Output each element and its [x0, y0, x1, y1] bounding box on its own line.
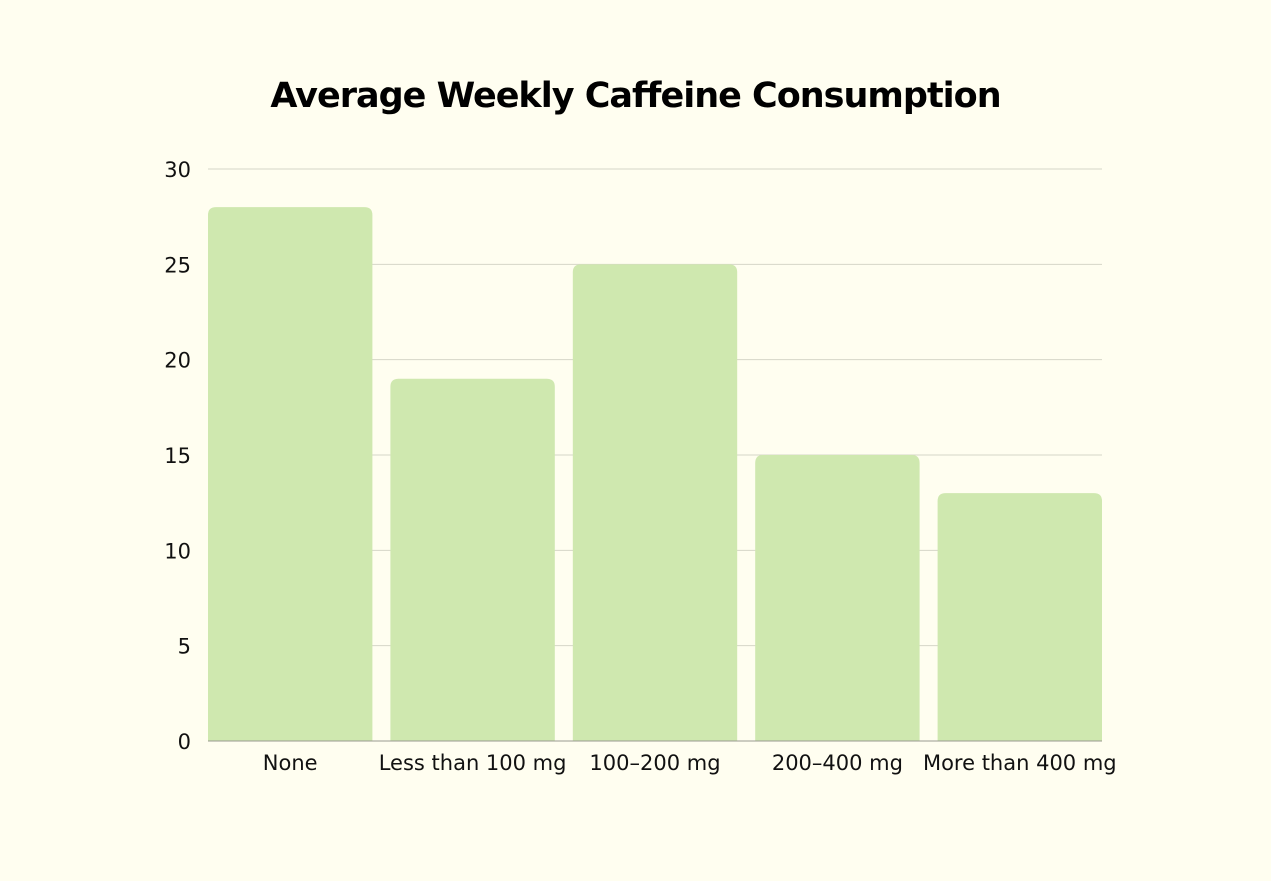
y-tick-label: 10: [164, 539, 191, 563]
y-tick-label: 0: [178, 730, 191, 754]
y-axis-ticks: 0 5 10 15 20 25 30: [164, 158, 191, 754]
chart-title: Average Weekly Caffeine Consumption: [270, 76, 1001, 116]
x-axis-labels: None Less than 100 mg 100–200 mg 200–400 mg…: [263, 751, 1117, 775]
bar-4: [937, 493, 1102, 741]
x-category-label: More than 400 mg: [923, 751, 1117, 775]
x-category-label: 100–200 mg: [589, 751, 720, 775]
bar-2: [572, 264, 738, 741]
x-category-label: Less than 100 mg: [379, 751, 567, 775]
x-category-label: None: [263, 751, 318, 775]
y-tick-label: 25: [164, 253, 191, 277]
x-category-label: 200–400 mg: [772, 751, 903, 775]
y-tick-label: 15: [164, 444, 191, 468]
y-tick-label: 20: [164, 349, 191, 373]
y-tick-label: 30: [164, 158, 191, 182]
bar-0: [208, 207, 373, 742]
bar-3: [755, 455, 920, 741]
y-tick-label: 5: [178, 635, 191, 659]
bars: [208, 207, 1102, 742]
bar-1: [390, 378, 555, 741]
